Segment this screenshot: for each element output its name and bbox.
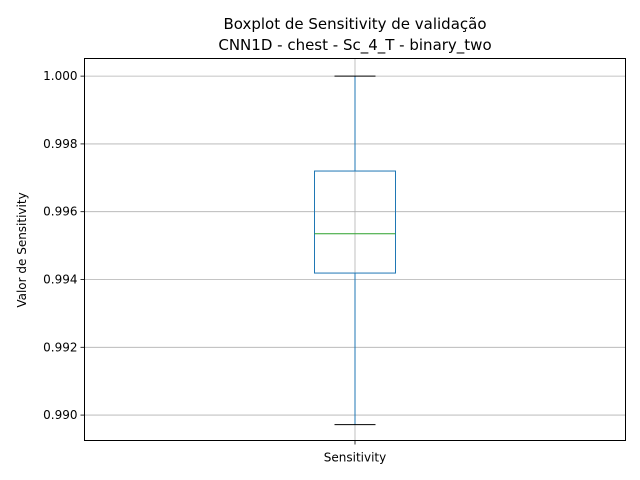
y-axis-label: Valor de Sensitivity [15,192,29,307]
y-tick-label: 0.994 [43,272,77,286]
x-axis: Sensitivity [324,440,386,465]
box-series [314,75,396,426]
chart-title-line-2: CNN1D - chest - Sc_4_T - binary_two [218,36,491,55]
y-tick-label: 0.990 [43,408,77,422]
y-tick-label: 0.992 [43,340,77,354]
y-tick-label: 0.998 [43,137,77,151]
chart-title-line-1: Boxplot de Sensitivity de validação [223,15,486,33]
y-tick-label: 1.000 [43,69,77,83]
y-axis: 0.990 0.992 0.994 0.996 0.998 1.000 [43,69,85,422]
box-iqr [314,170,396,274]
y-tick-label: 0.996 [43,205,77,219]
x-tick-label: Sensitivity [324,451,386,465]
